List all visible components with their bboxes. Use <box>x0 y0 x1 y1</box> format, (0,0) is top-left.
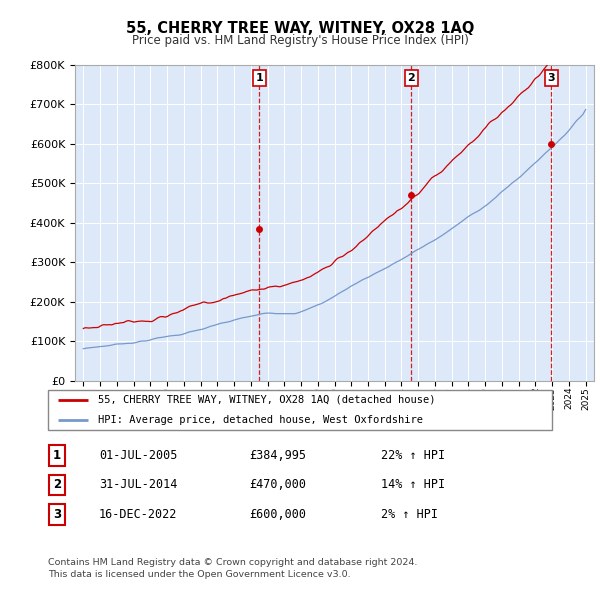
Text: Price paid vs. HM Land Registry's House Price Index (HPI): Price paid vs. HM Land Registry's House … <box>131 34 469 47</box>
Text: 3: 3 <box>53 508 61 521</box>
Text: 01-JUL-2005: 01-JUL-2005 <box>99 449 178 462</box>
Text: 14% ↑ HPI: 14% ↑ HPI <box>381 478 445 491</box>
Text: 16-DEC-2022: 16-DEC-2022 <box>99 508 178 521</box>
Text: 22% ↑ HPI: 22% ↑ HPI <box>381 449 445 462</box>
Text: 2: 2 <box>53 478 61 491</box>
Text: 31-JUL-2014: 31-JUL-2014 <box>99 478 178 491</box>
Text: £470,000: £470,000 <box>249 478 306 491</box>
Text: £600,000: £600,000 <box>249 508 306 521</box>
Text: £384,995: £384,995 <box>249 449 306 462</box>
Text: 1: 1 <box>255 73 263 83</box>
Text: Contains HM Land Registry data © Crown copyright and database right 2024.
This d: Contains HM Land Registry data © Crown c… <box>48 558 418 579</box>
Text: 3: 3 <box>548 73 555 83</box>
Text: HPI: Average price, detached house, West Oxfordshire: HPI: Average price, detached house, West… <box>98 415 424 425</box>
Text: 1: 1 <box>53 449 61 462</box>
Text: 2% ↑ HPI: 2% ↑ HPI <box>381 508 438 521</box>
FancyBboxPatch shape <box>48 390 552 430</box>
Text: 2: 2 <box>407 73 415 83</box>
Text: 55, CHERRY TREE WAY, WITNEY, OX28 1AQ (detached house): 55, CHERRY TREE WAY, WITNEY, OX28 1AQ (d… <box>98 395 436 405</box>
Text: 55, CHERRY TREE WAY, WITNEY, OX28 1AQ: 55, CHERRY TREE WAY, WITNEY, OX28 1AQ <box>126 21 474 35</box>
